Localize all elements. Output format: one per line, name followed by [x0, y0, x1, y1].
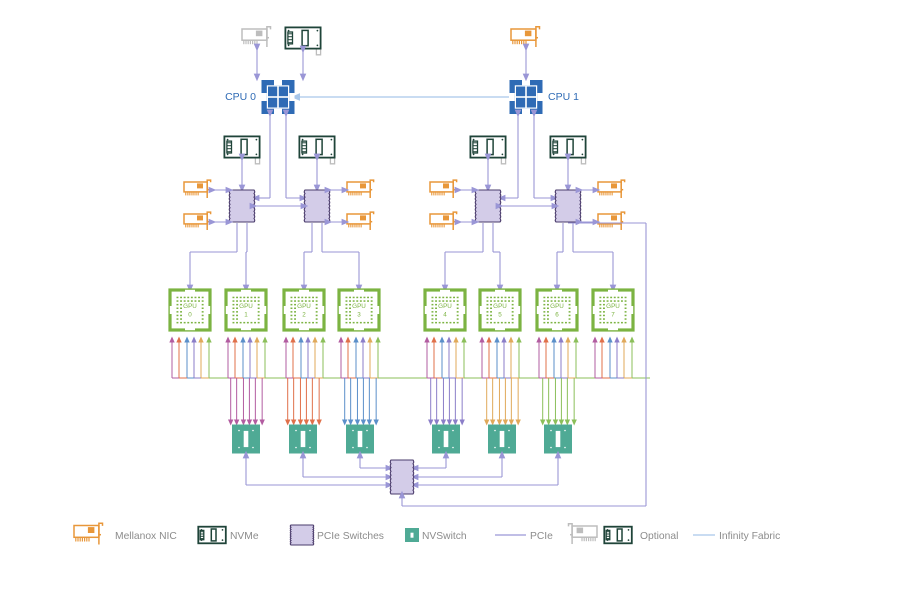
svg-text:PCIe: PCIe — [530, 531, 553, 542]
svg-text:6: 6 — [555, 312, 559, 319]
svg-text:GPU: GPU — [438, 303, 452, 310]
svg-text:PCIe Switches: PCIe Switches — [317, 531, 384, 542]
svg-text:CPU 0: CPU 0 — [225, 91, 256, 103]
svg-text:0: 0 — [188, 312, 192, 319]
svg-text:GPU: GPU — [183, 303, 197, 310]
svg-text:5: 5 — [498, 312, 502, 319]
svg-text:GPU: GPU — [606, 303, 620, 310]
svg-text:1: 1 — [244, 312, 248, 319]
svg-text:3: 3 — [357, 312, 361, 319]
svg-text:GPU: GPU — [239, 303, 253, 310]
svg-text:4: 4 — [443, 312, 447, 319]
svg-text:Infinity Fabric: Infinity Fabric — [719, 531, 780, 542]
svg-text:NVMe: NVMe — [230, 531, 259, 542]
svg-text:Optional: Optional — [640, 531, 678, 542]
svg-text:2: 2 — [302, 312, 306, 319]
svg-text:CPU 1: CPU 1 — [548, 91, 579, 103]
svg-text:NVSwitch: NVSwitch — [422, 531, 467, 542]
svg-text:Mellanox NIC: Mellanox NIC — [115, 531, 177, 542]
svg-text:GPU: GPU — [297, 303, 311, 310]
svg-text:GPU: GPU — [352, 303, 366, 310]
svg-text:7: 7 — [611, 312, 615, 319]
svg-text:GPU: GPU — [550, 303, 564, 310]
svg-text:GPU: GPU — [493, 303, 507, 310]
